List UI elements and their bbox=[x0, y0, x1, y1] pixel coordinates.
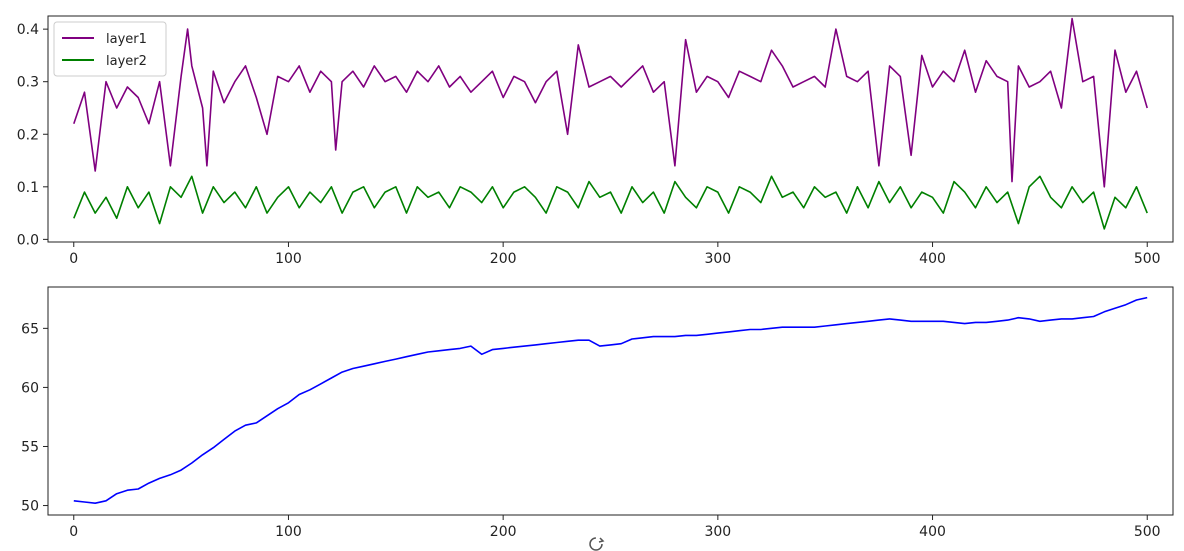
x-tick-label: 200 bbox=[490, 524, 517, 540]
x-tick-label: 0 bbox=[69, 251, 78, 267]
axes-frame bbox=[47, 15, 1174, 243]
legend-label: layer1 bbox=[106, 32, 147, 47]
x-tick-label: 100 bbox=[275, 524, 302, 540]
y-tick-label: 0.1 bbox=[17, 180, 39, 196]
x-tick-label: 400 bbox=[919, 251, 946, 267]
x-tick-label: 200 bbox=[490, 251, 517, 267]
refresh-icon bbox=[589, 537, 605, 551]
y-tick-label: 55 bbox=[21, 439, 39, 455]
x-tick-label: 500 bbox=[1134, 251, 1161, 267]
layer1-line bbox=[73, 17, 1148, 188]
top-chart: 0 100 200 300 400 5000.00.10.20.30.4layer1lay… bbox=[17, 15, 1174, 267]
y-tick-label: 0.4 bbox=[17, 22, 39, 38]
x-tick-label: 300 bbox=[704, 251, 731, 267]
series-line bbox=[73, 296, 1148, 505]
y-tick-label: 60 bbox=[21, 380, 39, 396]
x-tick-label: 100 bbox=[275, 251, 302, 267]
x-tick-label: 400 bbox=[919, 524, 946, 540]
x-tick-label: 300 bbox=[704, 524, 731, 540]
layer2-line bbox=[73, 175, 1148, 230]
x-tick-label: 500 bbox=[1134, 524, 1161, 540]
legend-box bbox=[53, 21, 167, 77]
bottom-chart: 0 100 200 300 400 500 50 55 60 65 bbox=[21, 286, 1174, 540]
y-tick-label: 0.3 bbox=[17, 75, 39, 91]
y-tick-label: 0.2 bbox=[17, 127, 39, 143]
y-tick-label: 65 bbox=[21, 321, 39, 337]
x-tick-label: 0 bbox=[69, 524, 78, 540]
y-tick-label: 0.0 bbox=[17, 232, 39, 248]
axes-frame bbox=[47, 286, 1174, 516]
y-tick-label: 50 bbox=[21, 499, 39, 515]
legend-label: layer2 bbox=[106, 54, 147, 69]
legend: layer1 layer2 bbox=[53, 21, 167, 77]
